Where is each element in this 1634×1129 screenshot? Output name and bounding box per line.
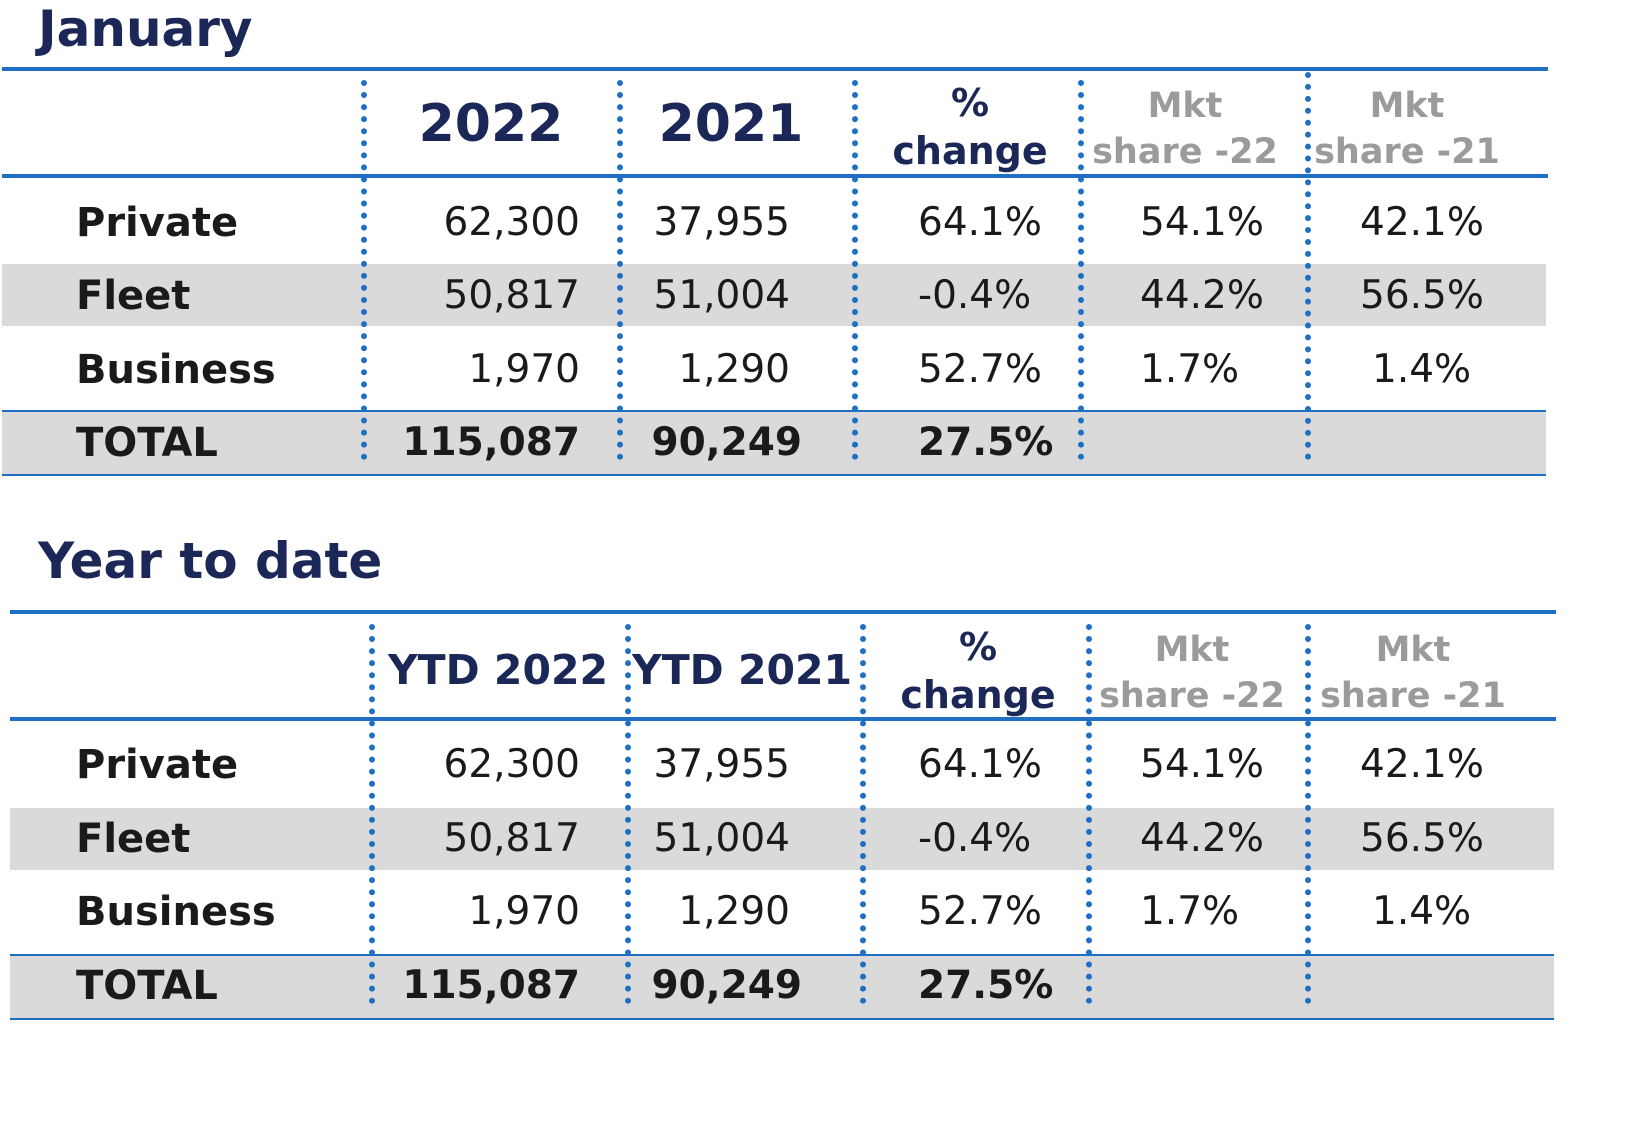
ytd-cell-2021: 1,290: [678, 889, 790, 934]
ytd-row-label: Private: [76, 742, 239, 788]
ytd-divider-3: [860, 624, 866, 1004]
ytd-cell-share22: 54.1%: [1140, 742, 1264, 787]
january-cell-share22: 44.2%: [1140, 273, 1264, 318]
ytd-header-change: % change: [888, 624, 1068, 719]
ytd-bottom-rule: [10, 1018, 1554, 1020]
ytd-cell-share21: 1.4%: [1372, 889, 1472, 934]
january-cell-2022: 62,300: [443, 200, 580, 245]
january-cell-change: 52.7%: [918, 347, 1042, 392]
january-header-change: % change: [880, 80, 1060, 175]
ytd-cell-change: 52.7%: [918, 889, 1042, 934]
ytd-cell-2022: 62,300: [443, 742, 580, 787]
january-cell-share21: 1.4%: [1372, 347, 1472, 392]
ytd-total-change: 27.5%: [918, 963, 1054, 1008]
ytd-cell-2022: 50,817: [443, 816, 580, 861]
january-cell-share22: 54.1%: [1140, 200, 1264, 245]
january-cell-share21: 42.1%: [1360, 200, 1484, 245]
january-total-top-rule: [2, 410, 1546, 412]
january-divider-5: [1305, 72, 1311, 460]
ytd-divider-5: [1305, 624, 1311, 1004]
ytd-cell-share22: 1.7%: [1140, 889, 1240, 934]
january-divider-4: [1078, 80, 1084, 460]
january-header-share21-line1: Mkt: [1369, 86, 1445, 126]
january-fleet-band: [2, 264, 1546, 326]
january-cell-share21: 56.5%: [1360, 273, 1484, 318]
ytd-cell-2022: 1,970: [468, 889, 580, 934]
ytd-row-label: Business: [76, 889, 276, 935]
ytd-header-share22-line1: Mkt: [1154, 630, 1230, 670]
january-cell-change: -0.4%: [918, 273, 1032, 318]
january-header-share21: Mkt share -21: [1312, 84, 1502, 175]
ytd-cell-share21: 56.5%: [1360, 816, 1484, 861]
ytd-cell-change: 64.1%: [918, 742, 1042, 787]
ytd-total-2021: 90,249: [651, 963, 803, 1008]
ytd-title: Year to date: [38, 532, 383, 590]
ytd-row-label: Fleet: [76, 816, 191, 862]
january-cell-change: 64.1%: [918, 200, 1042, 245]
ytd-header-share21-line1: Mkt: [1375, 630, 1451, 670]
january-header-share22: Mkt share -22: [1090, 84, 1280, 175]
january-cell-share22: 1.7%: [1140, 347, 1240, 392]
january-cell-2021: 1,290: [678, 347, 790, 392]
january-cell-2022: 50,817: [443, 273, 580, 318]
ytd-header-change-pct: %: [958, 625, 998, 669]
ytd-header-share22-line2: share -22: [1099, 675, 1285, 716]
ytd-total-top-rule: [10, 954, 1554, 956]
january-top-rule: [2, 67, 1548, 71]
january-header-2021: 2021: [658, 94, 804, 154]
ytd-divider-1: [369, 624, 375, 1004]
january-divider-3: [852, 80, 858, 460]
ytd-total-band: [10, 956, 1554, 1018]
january-header-2022: 2022: [418, 94, 564, 154]
ytd-top-rule: [10, 610, 1556, 614]
ytd-header-share21-line2: share -21: [1320, 675, 1506, 716]
january-total-change: 27.5%: [918, 420, 1054, 465]
january-divider-1: [361, 80, 367, 460]
january-total-label: TOTAL: [76, 420, 218, 466]
ytd-cell-change: -0.4%: [918, 816, 1032, 861]
january-total-band: [2, 412, 1546, 474]
ytd-total-2022: 115,087: [402, 963, 580, 1008]
ytd-header-2021: YTD 2021: [632, 646, 853, 694]
january-row-label: Private: [76, 200, 239, 246]
ytd-divider-2: [625, 624, 631, 1004]
ytd-total-label: TOTAL: [76, 963, 218, 1009]
ytd-header-2022: YTD 2022: [387, 646, 609, 694]
january-cell-2022: 1,970: [468, 347, 580, 392]
ytd-cell-share22: 44.2%: [1140, 816, 1264, 861]
ytd-header-share22: Mkt share -22: [1097, 628, 1287, 719]
january-row-label: Business: [76, 347, 276, 393]
january-total-2021: 90,249: [651, 420, 803, 465]
ytd-header-rule: [10, 717, 1556, 721]
january-bottom-rule: [2, 474, 1546, 476]
ytd-fleet-band: [10, 808, 1554, 870]
january-total-2022: 115,087: [402, 420, 580, 465]
ytd-cell-2021: 51,004: [653, 816, 790, 861]
january-cell-2021: 37,955: [653, 200, 790, 245]
ytd-cell-2021: 37,955: [653, 742, 790, 787]
ytd-divider-4: [1086, 624, 1092, 1004]
january-header-share22-line1: Mkt: [1147, 86, 1223, 126]
january-header-change-pct: %: [950, 81, 990, 125]
january-title: January: [38, 0, 253, 58]
ytd-header-change-word: change: [900, 672, 1056, 717]
january-header-share22-line2: share -22: [1092, 131, 1278, 172]
january-row-label: Fleet: [76, 273, 191, 319]
ytd-header-share21: Mkt share -21: [1318, 628, 1508, 719]
january-header-share21-line2: share -21: [1314, 131, 1500, 172]
ytd-cell-share21: 42.1%: [1360, 742, 1484, 787]
january-divider-2: [617, 80, 623, 460]
january-header-rule: [2, 174, 1548, 178]
january-cell-2021: 51,004: [653, 273, 790, 318]
january-header-change-word: change: [892, 128, 1048, 173]
